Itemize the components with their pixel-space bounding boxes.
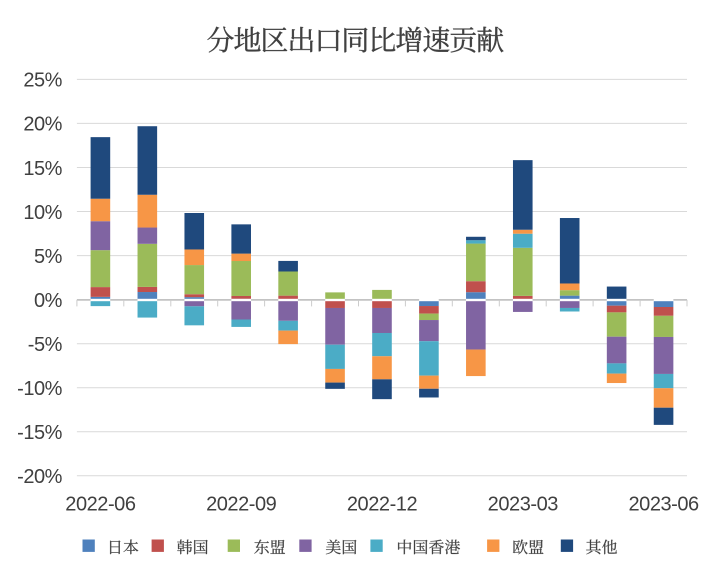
svg-text:5%: 5% xyxy=(34,246,63,268)
svg-text:25%: 25% xyxy=(23,70,62,92)
svg-text:2023-06: 2023-06 xyxy=(628,493,699,515)
svg-text:-15%: -15% xyxy=(17,422,63,444)
svg-text:10%: 10% xyxy=(23,202,62,224)
svg-text:0%: 0% xyxy=(34,290,63,312)
svg-text:2023-03: 2023-03 xyxy=(488,493,559,515)
svg-text:15%: 15% xyxy=(23,158,62,180)
svg-text:2022-09: 2022-09 xyxy=(206,493,277,515)
svg-text:-5%: -5% xyxy=(28,334,63,356)
svg-text:20%: 20% xyxy=(23,114,62,136)
svg-text:-10%: -10% xyxy=(17,378,63,400)
svg-text:2022-06: 2022-06 xyxy=(65,493,136,515)
svg-text:2022-12: 2022-12 xyxy=(347,493,418,515)
svg-text:-20%: -20% xyxy=(17,466,63,488)
